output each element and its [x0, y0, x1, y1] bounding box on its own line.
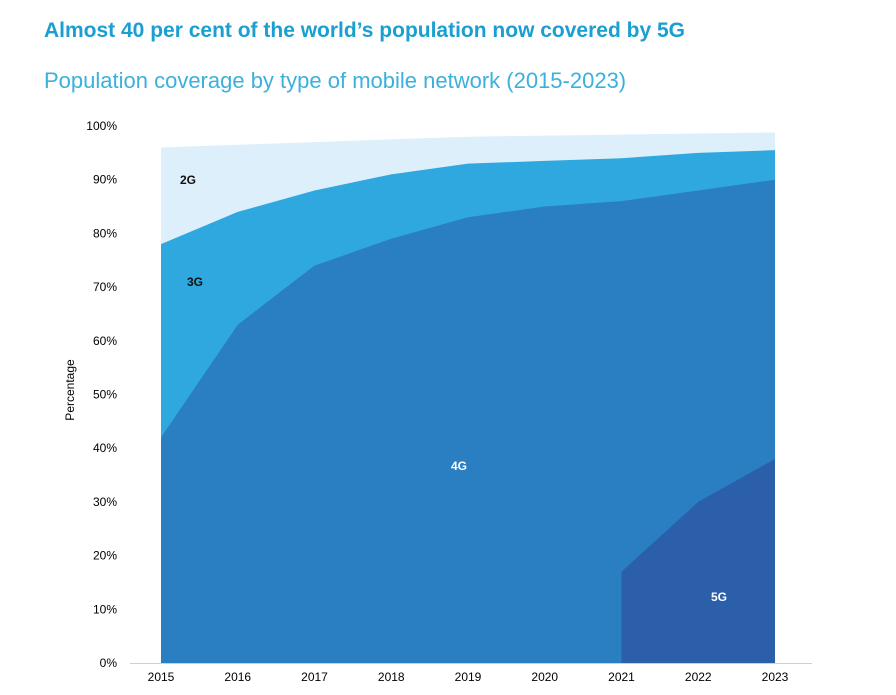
area-5g [621, 458, 775, 663]
x-tick-label: 2023 [762, 670, 789, 684]
y-tick-label: 90% [93, 173, 117, 187]
x-tick-label: 2020 [531, 670, 558, 684]
x-tick-label: 2015 [148, 670, 175, 684]
x-tick-label: 2017 [301, 670, 328, 684]
chart-subtitle: Population coverage by type of mobile ne… [44, 68, 627, 93]
x-tick-label: 2021 [608, 670, 635, 684]
y-tick-label: 40% [93, 441, 117, 455]
y-tick-label: 20% [93, 549, 117, 563]
y-axis-label: Percentage [63, 359, 77, 421]
series-label-4g: 4G [451, 459, 467, 473]
y-tick-label: 100% [86, 119, 117, 133]
y-tick-label: 30% [93, 495, 117, 509]
series-label-5g: 5G [711, 590, 727, 604]
y-tick-label: 50% [93, 388, 117, 402]
x-tick-label: 2022 [685, 670, 712, 684]
x-tick-label: 2018 [378, 670, 405, 684]
x-tick-label: 2016 [224, 670, 251, 684]
series-label-2g: 2G [180, 173, 196, 187]
y-tick-label: 10% [93, 602, 117, 616]
area-4g [161, 179, 775, 663]
series-label-3g: 3G [187, 275, 203, 289]
y-tick-label: 80% [93, 226, 117, 240]
x-tick-label: 2019 [455, 670, 482, 684]
y-tick-label: 70% [93, 280, 117, 294]
y-tick-label: 60% [93, 334, 117, 348]
y-tick-label: 0% [100, 656, 118, 670]
chart-title: Almost 40 per cent of the world’s popula… [44, 19, 685, 42]
